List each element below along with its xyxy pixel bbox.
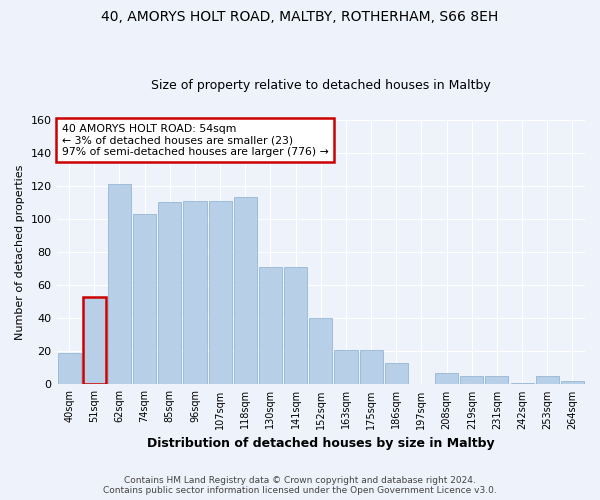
Bar bbox=[184, 200, 206, 384]
Bar bbox=[536, 376, 559, 384]
Bar bbox=[359, 350, 383, 384]
Bar bbox=[133, 214, 156, 384]
Bar bbox=[561, 381, 584, 384]
X-axis label: Distribution of detached houses by size in Maltby: Distribution of detached houses by size … bbox=[147, 437, 494, 450]
Bar bbox=[259, 267, 282, 384]
Bar bbox=[385, 363, 408, 384]
Bar bbox=[334, 350, 358, 384]
Bar bbox=[209, 200, 232, 384]
Bar bbox=[158, 202, 181, 384]
Text: 40, AMORYS HOLT ROAD, MALTBY, ROTHERHAM, S66 8EH: 40, AMORYS HOLT ROAD, MALTBY, ROTHERHAM,… bbox=[101, 10, 499, 24]
Bar bbox=[284, 267, 307, 384]
Text: Contains HM Land Registry data © Crown copyright and database right 2024.
Contai: Contains HM Land Registry data © Crown c… bbox=[103, 476, 497, 495]
Bar bbox=[108, 184, 131, 384]
Bar bbox=[83, 296, 106, 384]
Title: Size of property relative to detached houses in Maltby: Size of property relative to detached ho… bbox=[151, 79, 491, 92]
Bar bbox=[485, 376, 508, 384]
Bar bbox=[83, 296, 106, 384]
Bar bbox=[511, 383, 533, 384]
Text: 40 AMORYS HOLT ROAD: 54sqm
← 3% of detached houses are smaller (23)
97% of semi-: 40 AMORYS HOLT ROAD: 54sqm ← 3% of detac… bbox=[62, 124, 329, 156]
Bar bbox=[435, 373, 458, 384]
Bar bbox=[58, 353, 80, 384]
Bar bbox=[460, 376, 484, 384]
Bar bbox=[309, 318, 332, 384]
Bar bbox=[234, 198, 257, 384]
Y-axis label: Number of detached properties: Number of detached properties bbox=[15, 164, 25, 340]
